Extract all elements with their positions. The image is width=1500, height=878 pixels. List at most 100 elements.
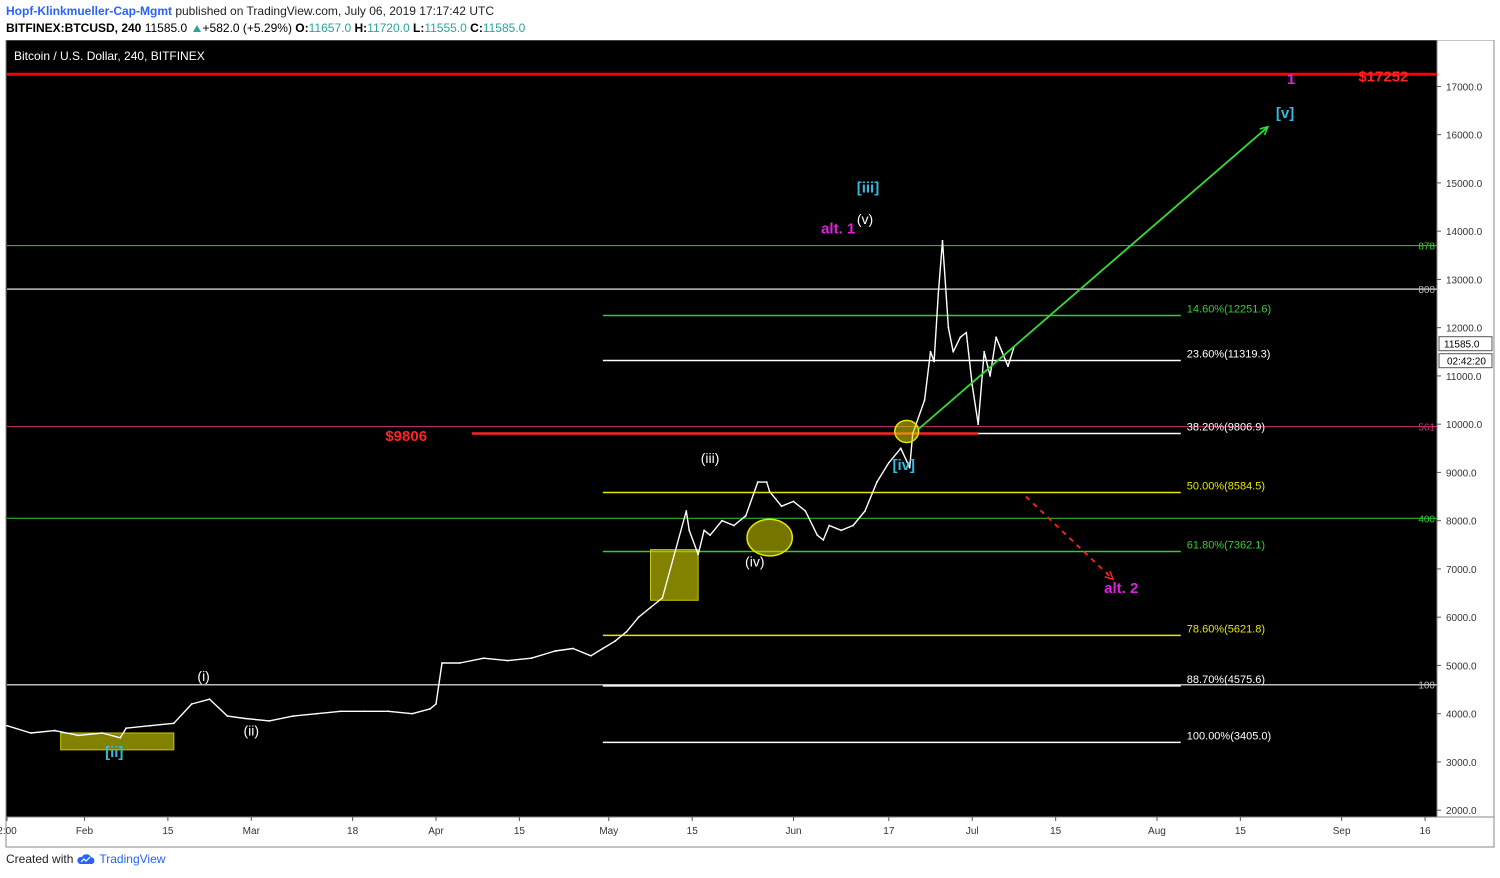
author-link[interactable]: Hopf-Klinkmueller-Cap-Mgmt: [6, 4, 172, 18]
price-point: [441, 662, 443, 664]
price-point: [792, 500, 795, 503]
price-point: [876, 481, 878, 483]
up-triangle-icon: [192, 25, 201, 32]
y-tick-label: 8000.0: [1446, 517, 1477, 528]
x-tick-label: Jun: [785, 826, 801, 837]
price-point: [688, 529, 691, 532]
close-label: C:: [470, 21, 483, 35]
created-with-text: Created with: [6, 852, 74, 866]
price-point: [1007, 365, 1009, 368]
y-tick-label: 2000.0: [1446, 806, 1477, 817]
highlight-circle: [746, 518, 794, 557]
price-point: [828, 524, 831, 527]
x-tick-label: 15: [1050, 826, 1062, 837]
wave-annotation: (ii): [244, 722, 260, 738]
close-value: 11585.0: [482, 21, 526, 35]
price-point: [929, 350, 932, 353]
price-point: [1001, 350, 1003, 353]
fib-level-label: 38.20%(9806.9): [1187, 421, 1265, 433]
x-tick-label: Aug: [1148, 826, 1166, 837]
price-point: [458, 662, 461, 664]
price-point: [339, 710, 342, 713]
price-point: [697, 553, 700, 556]
price-point: [952, 350, 955, 353]
fib-level-label: 78.60%(5621.8): [1187, 623, 1265, 635]
price-point: [852, 524, 854, 527]
highlight-circle: [894, 419, 920, 444]
wave-annotation: [iv]: [892, 457, 915, 474]
y-tick-label: 16000.0: [1446, 131, 1483, 142]
y-tick-label: 15000.0: [1446, 179, 1483, 190]
price-point: [887, 461, 890, 464]
price-point: [226, 715, 229, 717]
last-price-badge: [1438, 336, 1493, 352]
low-label: L:: [413, 21, 425, 35]
price-axis: [1436, 40, 1495, 818]
price-point: [482, 657, 485, 660]
time-axis: [5, 816, 1495, 848]
price-point: [983, 350, 986, 353]
open-label: O:: [295, 21, 309, 35]
price-point: [506, 659, 509, 662]
price-point: [756, 481, 759, 483]
price-point: [816, 534, 819, 537]
price-point: [119, 736, 122, 739]
price-point: [899, 447, 902, 450]
x-tick-label: 18: [347, 826, 359, 837]
wave-annotation: (iv): [745, 554, 764, 570]
fib-level-label: 61.80%(7362.1): [1187, 539, 1265, 551]
price-point: [661, 596, 664, 599]
countdown-badge-text: 02:42:20: [1447, 357, 1486, 368]
price-point: [744, 514, 747, 517]
price-point: [29, 732, 32, 734]
price-point: [77, 734, 80, 737]
y-tick-label: 9000.0: [1446, 468, 1477, 479]
wave-annotation: (i): [197, 668, 209, 684]
price-point: [601, 647, 604, 650]
price-point: [292, 715, 294, 717]
y-tick-label: 4000.0: [1446, 710, 1477, 721]
price-chart[interactable]: Bitcoin / U.S. Dollar, 240, BITFINEX 2000…: [0, 40, 1500, 848]
price-point: [933, 360, 936, 363]
wave-annotation: [iii]: [857, 180, 880, 197]
price-point: [995, 336, 997, 339]
x-tick-label: 2:00: [0, 826, 17, 837]
fib-level-label: 50.00%(8584.5): [1187, 480, 1265, 492]
price-point: [572, 647, 574, 650]
tradingview-link[interactable]: TradingView: [99, 852, 166, 866]
price-point: [53, 729, 56, 732]
price-point: [625, 630, 628, 633]
x-tick-label: Apr: [428, 826, 444, 837]
y-tick-label: 6000.0: [1446, 613, 1477, 624]
price-point: [673, 553, 676, 556]
price-point: [908, 466, 911, 469]
y-tick-label: 13000.0: [1446, 275, 1483, 286]
price-point: [590, 654, 592, 657]
price-point: [937, 293, 940, 295]
price-point: [208, 698, 211, 701]
high-label: H:: [354, 21, 368, 35]
wave-annotation: 1: [1287, 71, 1295, 88]
x-tick-label: May: [599, 826, 618, 837]
x-tick-label: Feb: [76, 826, 94, 837]
chart-frame: [5, 40, 1495, 848]
low-value: 11555.0: [424, 21, 467, 35]
price-point: [244, 717, 247, 720]
publish-header: Hopf-Klinkmueller-Cap-Mgmt published on …: [6, 4, 494, 18]
horizontal-line-label: 400: [1418, 514, 1435, 525]
fib-level-label: 23.60%(11319.3): [1187, 349, 1271, 361]
price-point: [804, 510, 807, 512]
x-tick-label: Jul: [966, 826, 979, 837]
price-point: [947, 326, 950, 329]
wave-annotation: alt. 2: [1104, 580, 1138, 597]
price-point: [780, 505, 783, 508]
plot-background: [6, 40, 1437, 817]
price-point: [613, 640, 616, 643]
horizontal-line-label: 100: [1418, 681, 1435, 692]
y-tick-label: 17000.0: [1446, 82, 1483, 93]
y-tick-label: 5000.0: [1446, 661, 1477, 672]
price-point: [429, 707, 431, 710]
symbol-info-bar: BITFINEX:BTCUSD, 240 11585.0 +582.0 (+5.…: [6, 21, 525, 35]
y-tick-label: 11000.0: [1446, 372, 1482, 383]
wave-annotation: alt. 1: [821, 221, 855, 238]
